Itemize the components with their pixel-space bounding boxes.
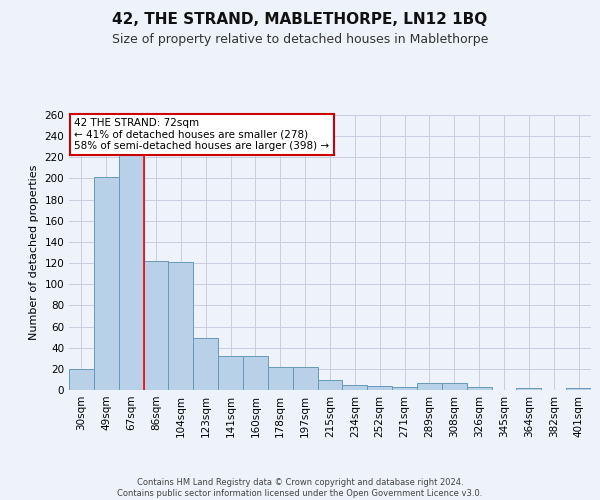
Text: 42 THE STRAND: 72sqm
← 41% of detached houses are smaller (278)
58% of semi-deta: 42 THE STRAND: 72sqm ← 41% of detached h… (74, 118, 329, 151)
Bar (268, 366, 293, 390)
Bar (467, 387, 491, 390)
Y-axis label: Number of detached properties: Number of detached properties (29, 165, 39, 340)
Text: Size of property relative to detached houses in Mablethorpe: Size of property relative to detached ho… (112, 32, 488, 46)
Bar (442, 382, 467, 390)
Text: 42, THE STRAND, MABLETHORPE, LN12 1BQ: 42, THE STRAND, MABLETHORPE, LN12 1BQ (112, 12, 488, 28)
Bar (566, 388, 591, 390)
Text: Contains HM Land Registry data © Crown copyright and database right 2024.
Contai: Contains HM Land Registry data © Crown c… (118, 478, 482, 498)
Bar (417, 382, 442, 390)
Bar (169, 262, 193, 390)
Bar (517, 388, 541, 390)
Bar (218, 356, 243, 390)
Bar (343, 384, 367, 390)
Bar (317, 380, 343, 390)
Bar (143, 261, 169, 390)
Bar (293, 366, 317, 390)
Bar (119, 148, 143, 390)
Bar (94, 178, 119, 390)
Bar (243, 356, 268, 390)
Bar (367, 386, 392, 390)
Bar (392, 387, 417, 390)
Bar (69, 369, 94, 390)
Bar (193, 338, 218, 390)
